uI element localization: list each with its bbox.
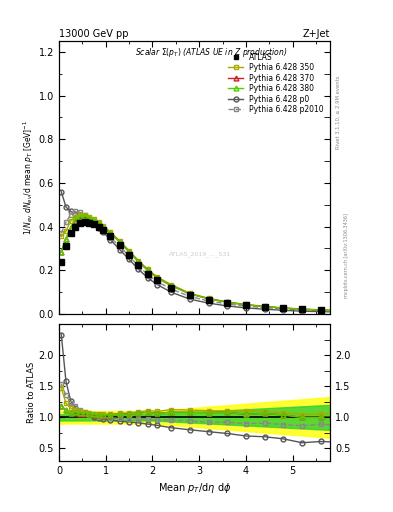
Text: Scalar $\Sigma(p_T)$ (ATLAS UE in Z production): Scalar $\Sigma(p_T)$ (ATLAS UE in Z prod… bbox=[135, 47, 287, 59]
Text: Rivet 3.1.10, ≥ 2.9M events: Rivet 3.1.10, ≥ 2.9M events bbox=[336, 76, 341, 150]
Text: 13000 GeV pp: 13000 GeV pp bbox=[59, 29, 129, 39]
Text: Z+Jet: Z+Jet bbox=[303, 29, 330, 39]
Y-axis label: $1/N_{ev}$ $dN_{ev}$/d mean $p_T$ [GeV]$^{-1}$: $1/N_{ev}$ $dN_{ev}$/d mean $p_T$ [GeV]$… bbox=[22, 120, 36, 235]
Text: ATLAS_2019_..._531: ATLAS_2019_..._531 bbox=[169, 251, 231, 257]
Legend: ATLAS, Pythia 6.428 350, Pythia 6.428 370, Pythia 6.428 380, Pythia 6.428 p0, Py: ATLAS, Pythia 6.428 350, Pythia 6.428 37… bbox=[226, 50, 326, 116]
X-axis label: Mean $p_T$/d$\eta$ d$\phi$: Mean $p_T$/d$\eta$ d$\phi$ bbox=[158, 481, 231, 495]
Y-axis label: Ratio to ATLAS: Ratio to ATLAS bbox=[27, 362, 36, 423]
Text: mcplots.cern.ch [arXiv:1306.3436]: mcplots.cern.ch [arXiv:1306.3436] bbox=[344, 214, 349, 298]
